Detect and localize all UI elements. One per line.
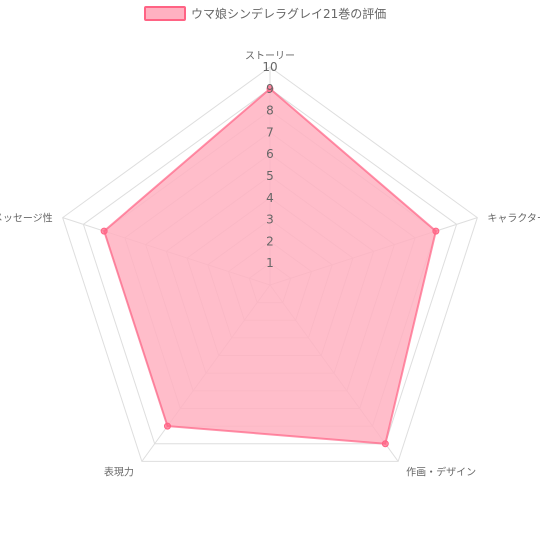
data-point[interactable] bbox=[432, 227, 440, 235]
legend-swatch[interactable] bbox=[144, 6, 186, 21]
data-point[interactable] bbox=[381, 440, 389, 448]
category-label: 作画・デザイン bbox=[406, 465, 476, 478]
category-label: メッセージ性 bbox=[0, 212, 53, 225]
radial-ticks: 1 2 3 4 5 6 7 8 9 10 bbox=[262, 60, 277, 270]
legend-series-label[interactable]: ウマ娘シンデレラグレイ21巻の評価 bbox=[191, 6, 386, 21]
data-point[interactable] bbox=[266, 85, 274, 93]
tick-label: 10 bbox=[262, 60, 277, 74]
tick-label: 4 bbox=[266, 191, 274, 205]
category-label: キャラクター bbox=[487, 213, 540, 225]
tick-label: 6 bbox=[266, 147, 274, 161]
data-point[interactable] bbox=[100, 227, 108, 235]
grid-ring-9 bbox=[82, 88, 458, 445]
category-labels: ストーリーキャラクター作画・デザイン 表現力 メッセージ性 bbox=[0, 51, 540, 478]
tick-label: 8 bbox=[266, 104, 274, 118]
tick-label: 7 bbox=[266, 125, 274, 139]
tick-label: 2 bbox=[266, 234, 274, 248]
tick-label: 1 bbox=[266, 256, 274, 270]
grid-ring-10 bbox=[62, 66, 478, 462]
category-label: 表現力 bbox=[104, 465, 134, 478]
series-area bbox=[100, 85, 440, 448]
legend[interactable]: ウマ娘シンデレラグレイ21巻の評価 bbox=[144, 6, 386, 21]
tick-label: 3 bbox=[266, 213, 274, 227]
series-polygon bbox=[102, 87, 437, 445]
tick-label: 5 bbox=[266, 169, 274, 183]
data-point[interactable] bbox=[163, 422, 171, 430]
category-label: ストーリー bbox=[245, 51, 295, 62]
tick-label: 9 bbox=[266, 82, 274, 96]
